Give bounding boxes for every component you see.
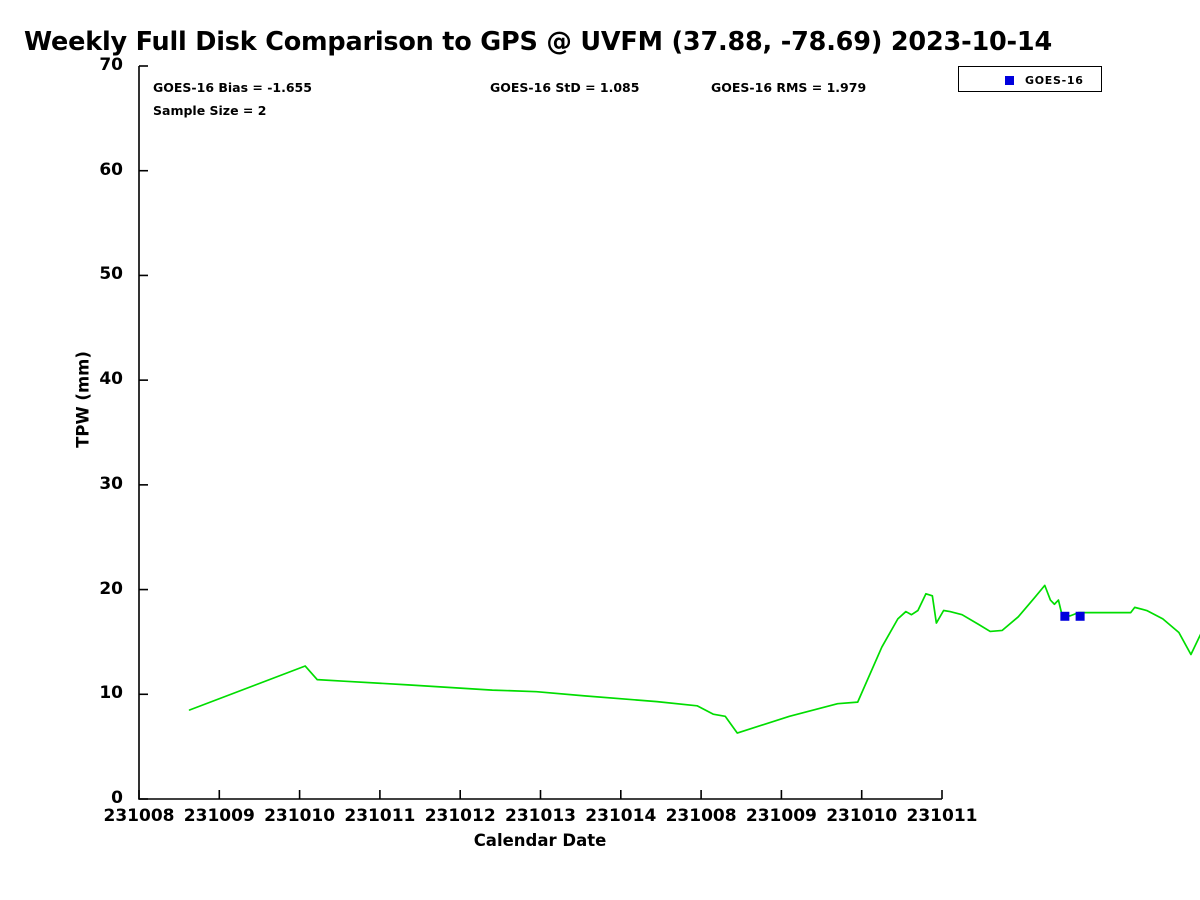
x-axis-tick-label: 231008	[665, 806, 737, 826]
stat-bias-annotation: GOES-16 Bias = -1.655	[153, 80, 312, 95]
y-axis-tick-label: 40	[99, 369, 123, 390]
y-axis-tick-label: 60	[99, 159, 123, 180]
x-axis-tick-label: 231012	[424, 806, 496, 826]
x-axis-tick-label: 231014	[585, 806, 657, 826]
legend-marker-goes16-icon	[1005, 76, 1014, 85]
stat-sample-size-annotation: Sample Size = 2	[153, 103, 267, 118]
data-point-goes16	[1060, 611, 1070, 621]
axis-frame	[138, 66, 942, 800]
legend-label-goes16: GOES-16	[1025, 74, 1084, 87]
x-axis-tick-label: 231013	[505, 806, 576, 826]
x-axis-tick-label: 231011	[344, 806, 416, 826]
x-axis-tick-label: 231010	[826, 806, 898, 826]
x-axis-tick-label: 231011	[906, 806, 978, 826]
x-axis-tick-label: 231008	[103, 806, 175, 826]
y-axis-tick-label: 20	[99, 578, 123, 599]
y-axis-tick-label: 30	[99, 473, 123, 494]
y-axis-tick-label: 10	[99, 683, 123, 704]
stat-rms-annotation: GOES-16 RMS = 1.979	[711, 80, 867, 95]
x-axis-tick-label: 231009	[745, 806, 817, 826]
x-axis-label: Calendar Date	[473, 831, 607, 850]
data-point-goes16	[1075, 611, 1085, 621]
data-line-gps	[188, 584, 1200, 734]
y-axis-tick-label: 0	[111, 788, 123, 808]
stat-std-annotation: GOES-16 StD = 1.085	[490, 80, 640, 95]
x-axis-tick-label: 231009	[183, 806, 255, 826]
y-axis-tick-label: 70	[99, 55, 123, 75]
legend: GOES-16	[958, 66, 1102, 92]
y-axis-tick-label: 50	[99, 264, 123, 285]
x-axis-tick-label: 231010	[264, 806, 336, 826]
page-title: Weekly Full Disk Comparison to GPS @ UVF…	[24, 27, 1053, 57]
